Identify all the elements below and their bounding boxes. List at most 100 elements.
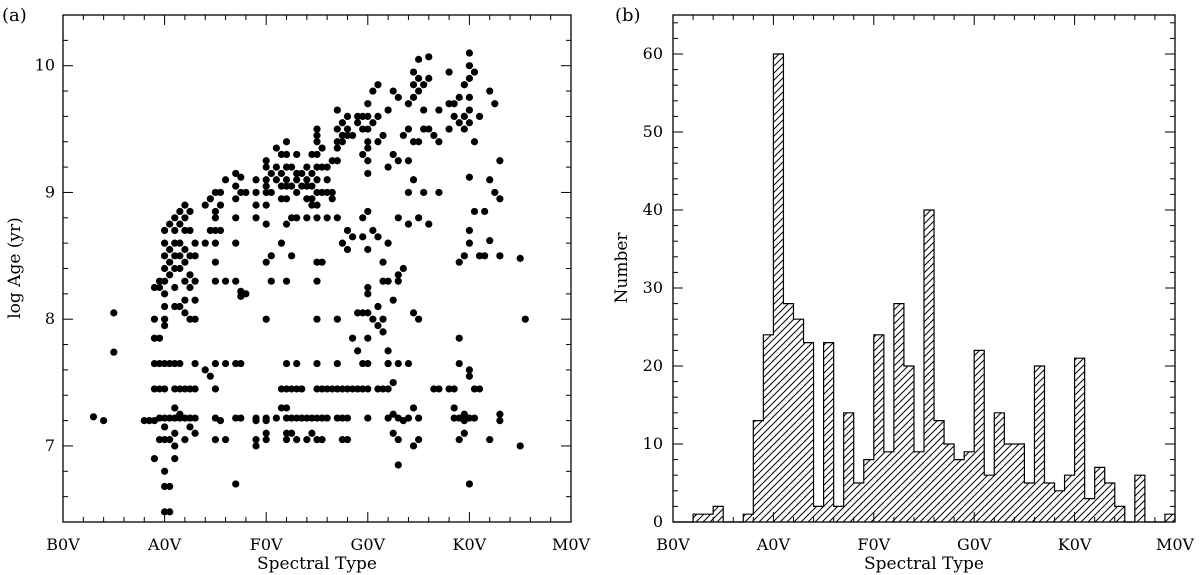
data-point [404,220,413,228]
data-point [293,436,301,444]
histogram-bar [903,366,914,522]
data-point [237,359,245,368]
data-point [313,214,321,222]
data-point [262,157,270,165]
data-point [140,417,148,425]
data-point [313,125,321,133]
data-point [465,74,473,82]
data-point [415,55,423,63]
x-tick-label: M0V [1156,535,1195,554]
data-point [328,385,336,393]
data-point [496,410,504,418]
data-point [237,173,245,181]
data-point [389,150,397,159]
data-point [186,252,194,260]
data-point [166,414,174,422]
data-point [293,169,301,178]
data-point [318,163,326,171]
x-tick-label: A0V [756,535,791,554]
plot-frame [62,14,572,523]
histogram-bar [1044,483,1055,522]
data-point [288,385,296,393]
data-point [282,220,291,228]
data-point [303,414,311,422]
data-point [409,309,418,317]
data-point [313,150,321,159]
data-point [460,410,468,418]
histogram-bar [994,412,1005,522]
data-point [359,112,367,120]
data-point [171,359,179,368]
data-point [282,385,291,393]
data-point [171,226,179,235]
data-point [435,385,443,393]
data-point [364,100,372,108]
data-point [465,62,473,70]
data-point [242,290,250,298]
histogram-bar [964,451,975,522]
data-point [171,455,179,463]
data-point [272,176,280,184]
data-point [338,239,346,247]
histogram-bar [763,334,774,522]
data-point [364,169,372,178]
y-tick-label: 8 [45,309,55,328]
histogram-bar [1014,444,1025,522]
data-point [298,385,306,393]
data-point [435,138,443,146]
histogram-bar [1054,490,1065,522]
data-point [303,163,311,171]
data-point [211,258,219,266]
data-point [100,417,108,425]
data-point [359,125,367,133]
histogram-bar [863,459,874,522]
data-point [155,283,164,292]
data-point [415,214,423,222]
data-point [425,74,433,82]
histogram-bar [984,475,995,522]
data-point [252,442,260,450]
data-point [171,264,179,273]
data-point [338,138,346,146]
data-point [420,106,428,114]
data-point [430,131,438,140]
histogram-bar [813,506,824,522]
data-point [409,81,418,89]
data-point [155,414,164,422]
data-point [161,436,169,444]
histogram-bar [1084,498,1095,522]
data-point [176,264,184,273]
data-point [201,201,209,209]
data-point [161,252,169,260]
data-point [435,106,443,114]
data-point [343,245,352,254]
data-point [161,321,169,330]
data-point [455,334,463,342]
data-point [384,163,392,171]
data-point [313,315,321,323]
data-point [171,302,179,311]
data-point [313,188,321,197]
data-point [166,258,174,266]
data-point [237,188,245,197]
data-point [252,188,260,197]
data-point [186,385,194,393]
data-point [374,385,382,393]
data-point [516,254,524,262]
histogram-panel: B0V A0V F0V G0V K0V M0V 0 10 20 30 40 50 60 (b) Spec… [612,5,1195,574]
x-tick-label: F0V [250,535,283,554]
data-point [282,150,291,159]
data-point [191,385,199,393]
data-point [161,508,169,516]
data-point [211,214,219,222]
data-point [343,436,352,444]
data-point [232,480,240,488]
data-point [404,414,413,422]
data-point [364,157,372,165]
data-point [364,414,372,422]
data-point [430,385,438,393]
tick-labels: B0V A0V F0V G0V K0V M0V 7 8 9 10 [35,56,591,554]
data-point [155,277,164,285]
data-point [181,245,189,254]
data-point [333,157,341,165]
